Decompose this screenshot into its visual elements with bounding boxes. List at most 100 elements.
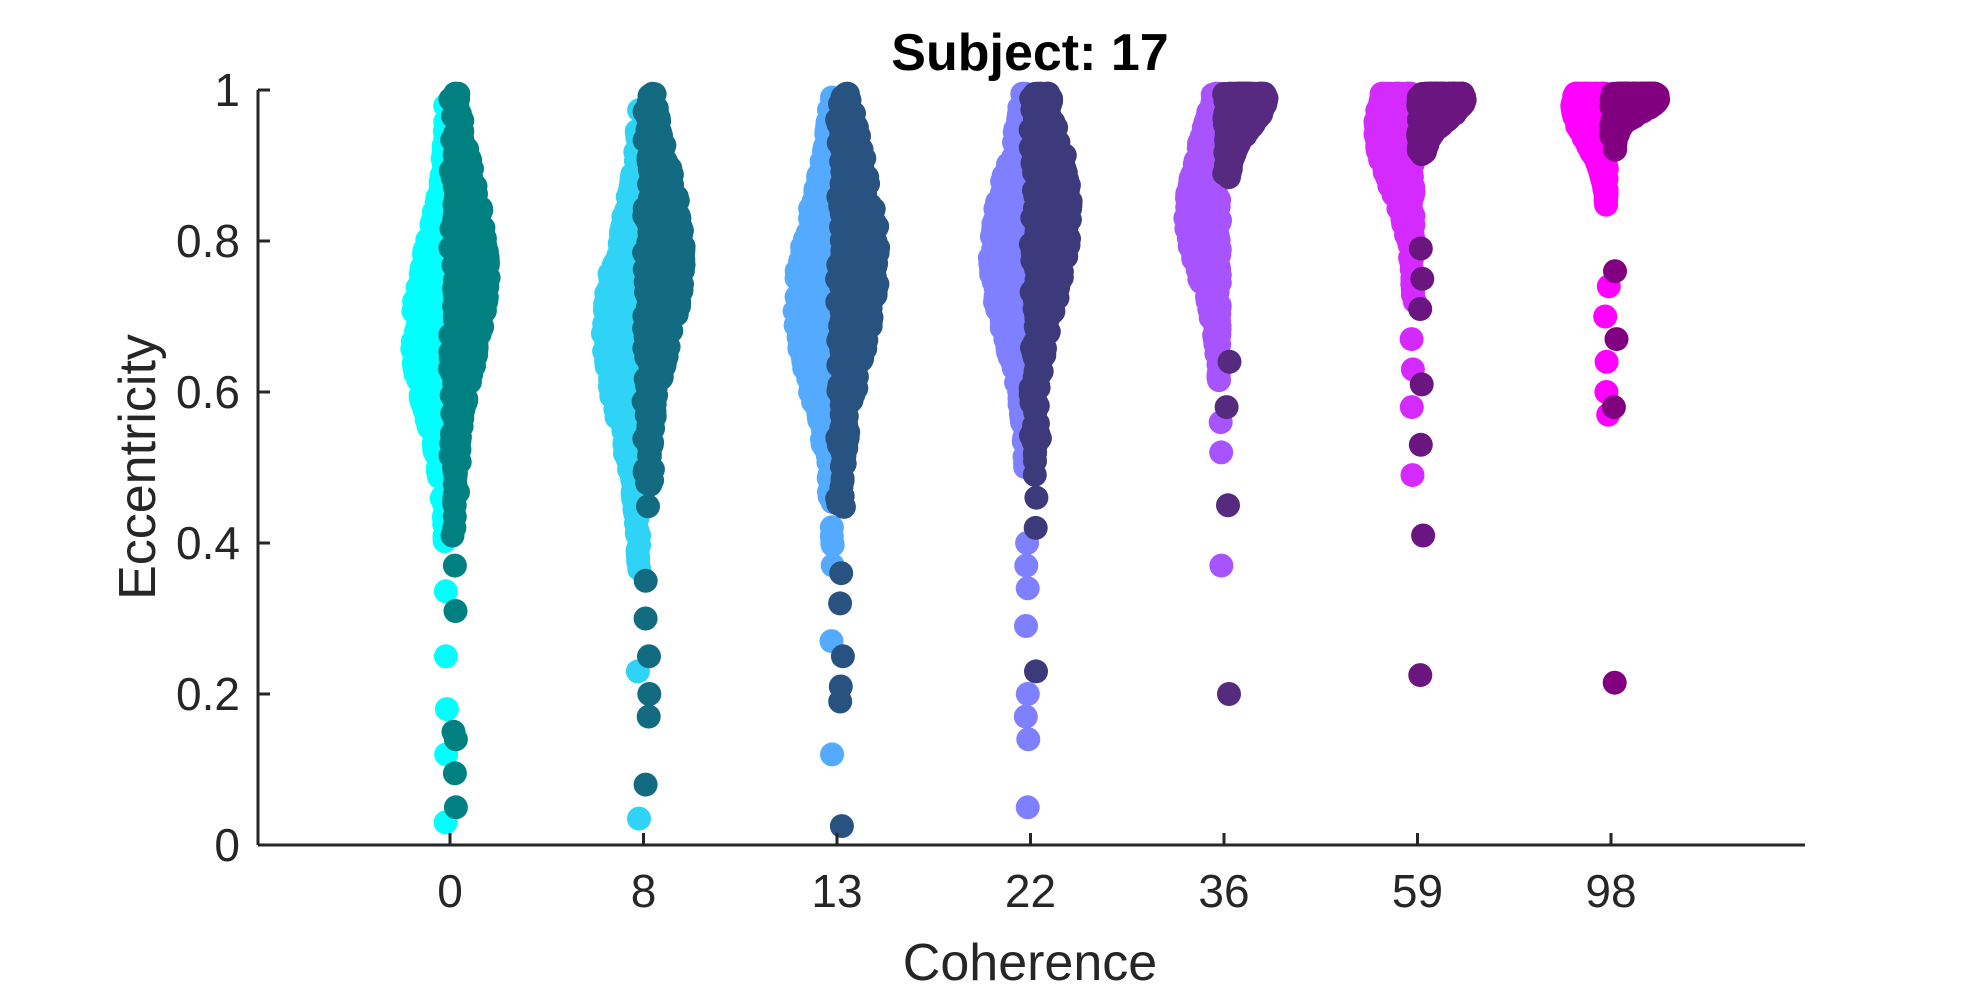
data-point <box>462 251 487 276</box>
data-point <box>651 137 676 162</box>
data-point <box>603 270 628 295</box>
data-point <box>837 259 862 284</box>
data-point <box>851 225 875 250</box>
data-point <box>831 158 856 183</box>
data-points-layer <box>400 81 1671 839</box>
data-point <box>625 518 650 542</box>
data-point <box>1036 81 1061 106</box>
data-point <box>996 274 1020 299</box>
category-group-13 <box>782 81 891 839</box>
outlier-point <box>1024 659 1048 684</box>
outlier-point <box>820 742 845 767</box>
outlier-point <box>830 644 855 669</box>
data-point <box>642 284 667 309</box>
data-point <box>420 413 445 438</box>
data-point <box>991 310 1016 335</box>
outlier-point <box>434 697 459 722</box>
category-group-36 <box>1173 81 1279 706</box>
data-point <box>852 201 877 226</box>
data-point <box>636 494 660 519</box>
data-point <box>648 240 672 265</box>
data-point <box>819 515 844 540</box>
data-point <box>1038 188 1063 213</box>
data-point <box>836 420 861 445</box>
outlier-point <box>443 599 468 623</box>
data-point <box>830 85 855 110</box>
data-point <box>836 109 861 134</box>
data-point <box>606 303 631 328</box>
data-point <box>455 315 480 340</box>
data-point <box>638 111 663 136</box>
data-point <box>637 436 662 461</box>
outlier-point <box>1015 795 1040 820</box>
data-point <box>659 307 684 332</box>
outlier-point <box>636 704 661 729</box>
category-group-22 <box>977 81 1083 820</box>
data-point <box>449 113 473 138</box>
outlier-point <box>633 606 658 631</box>
data-point <box>807 163 832 187</box>
data-point <box>981 217 1006 242</box>
data-point <box>636 457 661 481</box>
outlier-point <box>442 493 467 518</box>
data-point <box>470 272 495 296</box>
data-point <box>829 475 854 500</box>
data-point <box>1047 218 1072 243</box>
outlier-point <box>1014 614 1038 638</box>
data-point <box>446 81 471 106</box>
outlier-point <box>637 644 661 669</box>
data-point <box>637 260 662 284</box>
outlier-point <box>633 772 658 797</box>
outlier-point <box>441 719 466 744</box>
data-point <box>447 428 472 453</box>
data-point <box>832 451 857 476</box>
data-point <box>799 232 824 257</box>
data-point <box>1027 351 1052 376</box>
data-point <box>844 376 869 401</box>
data-point <box>638 379 663 403</box>
outlier-point <box>829 814 854 839</box>
data-point <box>1033 308 1058 333</box>
data-point <box>1028 115 1053 139</box>
outlier-point <box>442 761 467 786</box>
data-point <box>802 260 827 285</box>
outlier-point <box>1015 576 1040 601</box>
data-point <box>443 464 468 489</box>
category-group-0 <box>400 81 501 835</box>
data-point <box>405 295 430 320</box>
outlier-point <box>1013 704 1038 729</box>
outlier-point <box>633 568 658 593</box>
data-point <box>637 397 662 422</box>
data-point <box>1047 262 1072 287</box>
outlier-point <box>828 674 853 699</box>
outlier-point <box>1014 553 1039 578</box>
outlier-point <box>627 806 651 831</box>
outlier-point <box>828 591 853 616</box>
data-point <box>452 296 477 321</box>
data-point <box>443 198 468 223</box>
outlier-point <box>1024 485 1049 510</box>
data-point <box>443 387 468 412</box>
data-point <box>858 305 883 330</box>
outlier-point <box>443 795 468 820</box>
data-point <box>1027 160 1052 185</box>
data-point <box>832 354 857 379</box>
data-point <box>416 235 441 260</box>
data-point <box>1023 440 1048 465</box>
data-point <box>419 392 444 417</box>
data-point <box>635 342 660 366</box>
outlier-point <box>637 682 662 706</box>
outlier-point <box>1023 515 1048 540</box>
data-point <box>458 352 483 377</box>
outlier-point <box>442 553 467 578</box>
data-point <box>618 175 643 200</box>
data-point <box>641 179 666 204</box>
data-point <box>403 325 428 350</box>
data-point <box>1001 353 1026 377</box>
data-point <box>1023 229 1048 254</box>
category-group-8 <box>590 81 696 831</box>
data-point <box>449 179 474 204</box>
data-point <box>447 221 472 246</box>
data-point <box>808 207 833 232</box>
